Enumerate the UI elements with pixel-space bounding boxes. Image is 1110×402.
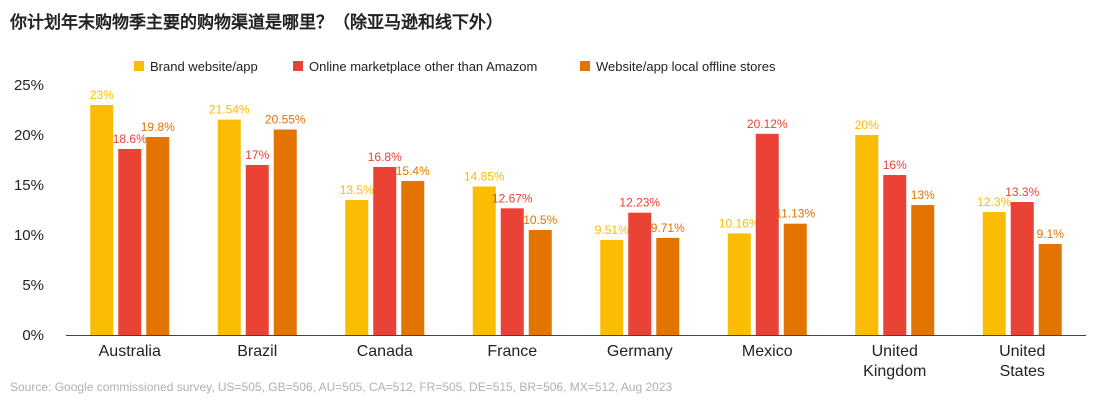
legend-label: Brand website/app — [150, 59, 258, 74]
y-tick-label: 20% — [14, 127, 44, 144]
bar-1-1 — [245, 165, 269, 335]
x-tick-label: United — [999, 343, 1045, 360]
data-label: 12.3% — [977, 195, 1011, 209]
data-label: 20.12% — [747, 117, 788, 131]
x-tick-label: Mexico — [742, 343, 793, 360]
bar-0-5 — [727, 233, 751, 335]
y-tick-label: 15% — [14, 177, 44, 194]
bar-1-7 — [1010, 202, 1034, 335]
data-label: 16.8% — [368, 150, 402, 164]
bar-2-6 — [911, 205, 935, 335]
bar-0-0 — [90, 105, 114, 335]
data-label: 10.16% — [719, 216, 760, 230]
x-tick-label: Canada — [357, 343, 413, 360]
data-label: 17% — [245, 148, 269, 162]
bar-0-6 — [855, 135, 879, 335]
data-label: 9.1% — [1037, 227, 1065, 241]
legend-label: Online marketplace other than Amazom — [309, 59, 537, 74]
data-label: 13% — [911, 188, 935, 202]
bar-0-3 — [472, 186, 496, 335]
data-label: 14.85% — [464, 170, 505, 184]
data-label: 13.3% — [1005, 185, 1039, 199]
x-tick-label: Germany — [607, 343, 673, 360]
data-label: 20.55% — [265, 113, 306, 127]
x-tick-label: Kingdom — [863, 363, 926, 380]
bar-1-5 — [755, 133, 779, 335]
x-tick-label: Australia — [99, 343, 161, 360]
data-label: 12.23% — [619, 196, 660, 210]
data-label: 18.6% — [113, 132, 147, 146]
legend-label: Website/app local offline stores — [596, 59, 776, 74]
bar-1-0 — [118, 149, 142, 335]
x-tick-label: United — [872, 343, 918, 360]
data-label: 19.8% — [141, 120, 175, 134]
bar-1-3 — [500, 208, 524, 335]
y-tick-label: 5% — [22, 277, 44, 294]
data-label: 9.51% — [595, 223, 629, 237]
legend-swatch — [293, 61, 303, 71]
bar-1-6 — [883, 175, 907, 335]
data-label: 9.71% — [651, 221, 685, 235]
bar-2-3 — [528, 230, 552, 335]
source-note: Source: Google commissioned survey, US=5… — [10, 380, 673, 394]
data-label: 11.13% — [775, 207, 815, 221]
bar-2-4 — [656, 237, 680, 335]
bar-2-5 — [783, 223, 807, 335]
y-tick-label: 10% — [14, 227, 44, 244]
bar-2-7 — [1038, 244, 1062, 335]
chart-title: 你计划年末购物季主要的购物渠道是哪里？（除亚马逊和线下外） — [10, 13, 503, 33]
legend-swatch — [134, 61, 144, 71]
bar-0-2 — [345, 200, 369, 335]
data-label: 20% — [855, 118, 879, 132]
y-tick-label: 0% — [22, 327, 44, 344]
y-tick-label: 25% — [14, 77, 44, 94]
bar-0-7 — [982, 212, 1006, 335]
data-label: 10.5% — [523, 213, 557, 227]
data-label: 15.4% — [396, 164, 430, 178]
data-label: 23% — [90, 88, 114, 102]
bar-0-1 — [217, 119, 241, 335]
bar-2-0 — [146, 137, 170, 335]
bar-1-2 — [373, 167, 397, 335]
data-label: 13.5% — [340, 183, 374, 197]
data-label: 16% — [883, 158, 907, 172]
bar-1-4 — [628, 212, 652, 335]
data-label: 12.67% — [492, 191, 533, 205]
x-tick-label: States — [1000, 363, 1045, 380]
legend-swatch — [580, 61, 590, 71]
x-tick-label: Brazil — [237, 343, 277, 360]
bar-2-1 — [273, 129, 297, 335]
bar-chart: 0% 5% 10% 15% 20% 25% 23% 18.6%19.8% Australia 21… — [14, 59, 1086, 380]
bar-0-4 — [600, 239, 624, 335]
bar-2-2 — [401, 181, 425, 335]
data-label: 21.54% — [209, 103, 250, 117]
x-tick-label: France — [487, 343, 537, 360]
